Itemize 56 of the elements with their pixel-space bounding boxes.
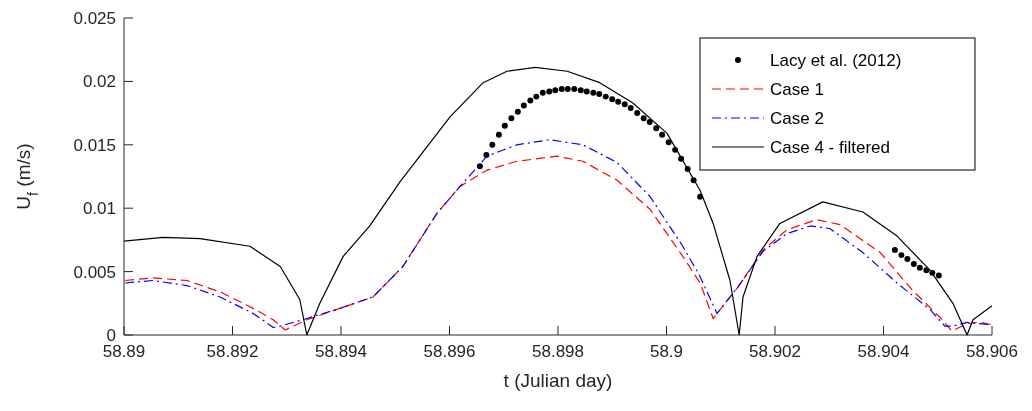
point bbox=[596, 91, 603, 98]
x-tick-label: 58.894 bbox=[315, 342, 367, 361]
point bbox=[653, 125, 660, 132]
x-tick-label: 58.898 bbox=[532, 342, 584, 361]
legend-label: Lacy et al. (2012) bbox=[770, 50, 902, 70]
legend-label: Case 1 bbox=[770, 79, 824, 99]
x-tick-label: 58.89 bbox=[102, 342, 146, 361]
x-tick-label: 58.906 bbox=[966, 342, 1018, 361]
point bbox=[898, 252, 905, 259]
point bbox=[583, 88, 590, 95]
point bbox=[646, 119, 653, 125]
x-tick-label: 58.902 bbox=[749, 342, 801, 361]
point bbox=[935, 272, 942, 279]
x-axis-title: t (Julian day) bbox=[503, 370, 613, 391]
y-tick-label: 0.02 bbox=[82, 72, 116, 92]
point bbox=[508, 115, 515, 122]
point bbox=[571, 86, 578, 92]
point bbox=[476, 163, 483, 170]
point bbox=[501, 122, 508, 129]
point bbox=[527, 97, 534, 104]
legend-label: Case 2 bbox=[770, 108, 824, 128]
point bbox=[495, 131, 502, 138]
point bbox=[891, 247, 898, 254]
point bbox=[602, 93, 609, 100]
y-tick-label: 0.015 bbox=[73, 135, 116, 155]
point bbox=[514, 108, 521, 115]
point bbox=[558, 86, 565, 92]
y-tick-label: 0.01 bbox=[82, 199, 116, 219]
point bbox=[916, 264, 923, 271]
y-tick-label: 0.025 bbox=[73, 8, 116, 28]
point bbox=[640, 115, 647, 122]
point bbox=[533, 93, 540, 100]
x-tick-label: 58.896 bbox=[423, 342, 476, 361]
point bbox=[910, 261, 917, 267]
point bbox=[539, 89, 546, 96]
point bbox=[634, 110, 641, 117]
legend-label: Case 4 - filtered bbox=[770, 137, 890, 157]
point bbox=[489, 141, 496, 148]
point bbox=[546, 88, 553, 95]
point bbox=[621, 101, 628, 108]
point bbox=[609, 96, 616, 103]
y-tick-label: 0 bbox=[106, 325, 116, 345]
point bbox=[520, 102, 527, 109]
point bbox=[577, 87, 584, 94]
point bbox=[590, 89, 597, 96]
point bbox=[659, 131, 666, 138]
point bbox=[627, 105, 634, 112]
x-tick-label: 58.9 bbox=[649, 342, 684, 361]
x-tick-label: 58.904 bbox=[857, 342, 910, 361]
x-tick-label: 58.892 bbox=[206, 342, 259, 361]
point bbox=[615, 98, 622, 105]
point bbox=[665, 139, 672, 146]
point bbox=[552, 87, 559, 94]
y-tick-label: 0.005 bbox=[73, 262, 116, 282]
point bbox=[904, 255, 911, 262]
point bbox=[564, 86, 571, 92]
